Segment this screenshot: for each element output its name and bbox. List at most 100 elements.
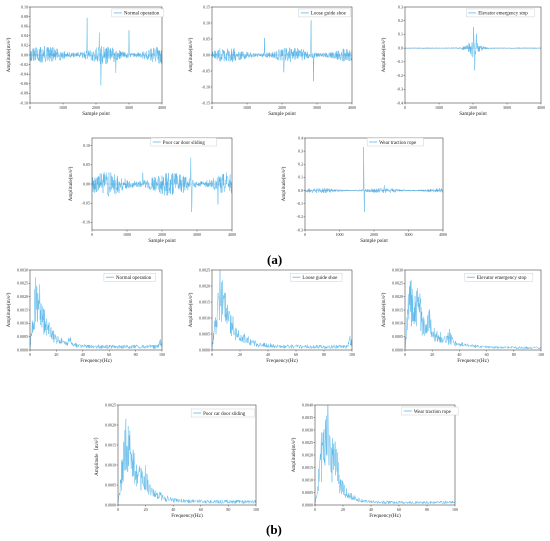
y-tick-label: 0.0020	[302, 452, 313, 457]
y-tick-label: 0.0015	[392, 307, 403, 312]
legend-entry: Wear traction rope	[414, 410, 452, 415]
y-tick-label: 0.0000	[105, 502, 116, 507]
x-tick-label: 0	[304, 232, 306, 237]
y-tick-label: 0.06	[21, 24, 28, 29]
y-tick-label: -0.3	[297, 227, 303, 232]
legend-entry: Loose guide shoe	[311, 12, 347, 17]
x-tick-label: 80	[226, 507, 230, 512]
x-tick-label: 0	[211, 352, 213, 357]
y-tick-label: -0.15	[202, 100, 210, 105]
x-tick-label: 40	[457, 352, 461, 357]
y-tick-label: -0.10	[20, 100, 28, 105]
y-tick-label: 0.0010	[17, 321, 28, 326]
x-tick-label: 3000	[503, 105, 511, 110]
x-tick-label: 60	[485, 352, 489, 357]
y-tick-label: 0.0035	[302, 415, 313, 420]
x-tick-label: 0	[211, 105, 213, 110]
chart-a3: 0 1000 2000 3000 4000 -0.4 -0.3 -0.2 -0.1 0.0 0.1 0…	[380, 4, 545, 117]
x-tick-label: 100	[159, 352, 165, 357]
x-tick-label: 4000	[348, 105, 356, 110]
x-tick-label: 2000	[278, 105, 286, 110]
legend-entry: Normal operation	[116, 276, 152, 281]
y-tick-label: 0.10	[21, 4, 28, 9]
x-tick-label: 4000	[537, 105, 545, 110]
y-tick-label: 0.2	[298, 162, 303, 167]
x-tick-label: 4000	[228, 232, 236, 237]
y-tick-label: -0.05	[202, 68, 210, 73]
x-tick-label: 0	[314, 507, 316, 512]
legend-entry: Elevator emergency stop	[477, 276, 527, 281]
y-tick-label: 0.0010	[105, 462, 116, 467]
y-tick-label: 0.04	[21, 33, 28, 38]
x-tick-label: 3000	[125, 105, 133, 110]
y-tick-label: 0.0005	[17, 334, 28, 339]
legend-entry: Loose guide shoe	[302, 276, 338, 281]
series-line	[315, 405, 455, 505]
x-tick-label: 1000	[336, 232, 344, 237]
x-tick-label: 60	[294, 352, 298, 357]
panel-b-tag: (b)	[266, 522, 282, 537]
series-line	[92, 157, 232, 212]
y-tick-label: -0.10	[202, 84, 210, 89]
x-tick-label: 80	[512, 352, 516, 357]
legend-box	[298, 8, 351, 18]
y-tick-label: 0.0015	[302, 465, 313, 470]
x-axis-label: Sample point	[360, 238, 388, 244]
x-tick-label: 40	[266, 352, 270, 357]
y-tick-label: 0.3	[298, 148, 303, 153]
x-tick-label: 2000	[370, 232, 378, 237]
y-tick-label: 0.0020	[17, 294, 28, 299]
y-tick-label: 0.0	[398, 45, 403, 50]
series-line	[405, 280, 541, 350]
y-tick-label: 0.0025	[302, 440, 313, 445]
y-tick-label: 0.0020	[199, 283, 210, 288]
series-line	[30, 17, 162, 86]
x-tick-label: 4000	[158, 105, 166, 110]
legend-entry: Normal operation	[124, 12, 160, 17]
x-tick-label: 80	[322, 352, 326, 357]
y-tick-label: 0.1	[398, 32, 403, 37]
x-tick-label: 40	[171, 507, 175, 512]
y-tick-label: 0.0020	[392, 294, 403, 299]
y-tick-label: 0.0010	[392, 321, 403, 326]
y-tick-label: -0.08	[20, 91, 28, 96]
x-tick-label: 100	[538, 352, 544, 357]
y-tick-label: 0.0025	[199, 267, 210, 272]
y-tick-label: 0.0000	[302, 502, 313, 507]
y-tick-label: 0.0005	[105, 482, 116, 487]
y-axis-label: Amplitude(m/s²)	[187, 292, 194, 327]
legend-box	[466, 8, 535, 18]
y-tick-label: 0.0015	[17, 307, 28, 312]
y-axis-label: Amplitude（m/s²）	[93, 434, 100, 476]
x-tick-label: 100	[349, 352, 355, 357]
chart-a1: 0 1000 2000 3000 4000 -0.10 -0.08 -0.06 -0.04 -0.…	[5, 4, 166, 117]
y-tick-label: 0.0005	[199, 331, 210, 336]
y-tick-label: 0.2	[398, 18, 403, 23]
y-tick-label: 0.0005	[392, 334, 403, 339]
series-line	[30, 277, 162, 350]
chart-b2: 0 20 40 60 80 100 0.0000 0.0005 0.0010 0.0015 0.00…	[187, 267, 355, 364]
x-tick-label: 20	[144, 507, 148, 512]
x-tick-label: 1000	[123, 232, 131, 237]
y-tick-label: 0.05	[83, 162, 90, 167]
y-tick-label: -0.3	[397, 87, 403, 92]
y-tick-label: -0.05	[82, 200, 90, 205]
x-tick-label: 80	[425, 507, 429, 512]
y-tick-label: 0.0010	[199, 315, 210, 320]
plot-frame	[29, 269, 163, 351]
x-tick-label: 3000	[193, 232, 201, 237]
y-tick-label: 0.0030	[17, 267, 28, 272]
y-tick-label: 0.0025	[392, 281, 403, 286]
y-tick-label: 0.0000	[17, 347, 28, 352]
legend-box	[111, 8, 164, 18]
y-tick-label: 0.0030	[392, 267, 403, 272]
panel-a-tag: (a)	[267, 252, 283, 267]
x-tick-label: 0	[404, 105, 406, 110]
y-tick-label: 0.10	[83, 143, 90, 148]
x-tick-label: 3000	[313, 105, 321, 110]
chart-a5: 0 1000 2000 3000 4000 -0.3 -0.2 -0.1 0.0 0.1 0.2 0.…	[280, 135, 447, 244]
y-tick-label: -0.2	[297, 214, 303, 219]
chart-a2: 0 1000 2000 3000 4000 -0.15 -0.10 -0.05 0.00 0.05…	[187, 4, 356, 117]
x-tick-label: 0	[117, 507, 119, 512]
legend-entry: Poor car door sliding	[203, 412, 246, 417]
